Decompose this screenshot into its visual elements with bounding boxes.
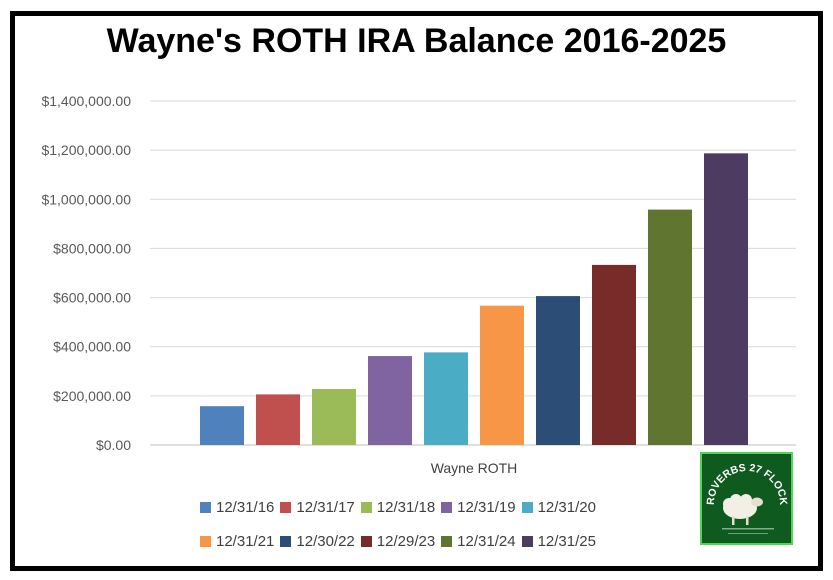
legend-row: 12/31/16 12/31/17 12/31/18 12/31/19 12/31/20 bbox=[200, 499, 602, 516]
legend-label: 12/31/18 bbox=[376, 499, 436, 516]
legend-item: 12/31/16 bbox=[200, 499, 274, 516]
legend-swatch bbox=[441, 536, 453, 547]
bar bbox=[200, 406, 244, 445]
y-tick-label: $800,000.00 bbox=[53, 240, 131, 256]
legend-item: 12/31/24 bbox=[441, 533, 516, 550]
legend-item: 12/31/25 bbox=[521, 533, 596, 550]
y-tick-label: $1,400,000.00 bbox=[41, 93, 131, 109]
legend-swatch bbox=[280, 502, 292, 513]
legend-swatch bbox=[200, 536, 211, 547]
sheep-icon: PROVERBS 27 FLOCKS bbox=[702, 454, 789, 534]
legend-label: 12/31/17 bbox=[296, 499, 355, 516]
legend-swatch bbox=[200, 502, 211, 513]
legend-item: 12/31/20 bbox=[521, 499, 596, 516]
legend-label: 12/31/25 bbox=[537, 533, 596, 550]
legend-item: 12/31/17 bbox=[280, 499, 355, 516]
legend-item: 12/29/23 bbox=[360, 533, 436, 550]
legend-item: 12/30/22 bbox=[280, 533, 355, 550]
legend-swatch bbox=[280, 536, 292, 547]
legend-item: 12/31/21 bbox=[200, 533, 274, 550]
bar bbox=[424, 352, 468, 445]
logo: PROVERBS 27 FLOCKS bbox=[700, 452, 793, 545]
y-tick-label: $0.00 bbox=[96, 437, 131, 453]
y-tick-label: $200,000.00 bbox=[53, 388, 131, 404]
legend-swatch bbox=[521, 536, 533, 547]
legend-swatch bbox=[360, 536, 372, 547]
chart-title: Wayne's ROTH IRA Balance 2016-2025 bbox=[106, 22, 727, 60]
legend-item: 12/31/18 bbox=[360, 499, 436, 516]
bar bbox=[704, 153, 748, 445]
legend-item: 12/31/19 bbox=[441, 499, 516, 516]
bar bbox=[648, 209, 692, 445]
legend-label: 12/31/16 bbox=[216, 499, 275, 516]
legend-label: 12/31/21 bbox=[216, 533, 275, 550]
bar bbox=[592, 264, 636, 445]
legend-swatch bbox=[360, 502, 372, 513]
legend-label: 12/31/20 bbox=[537, 499, 596, 516]
legend-label: 12/30/22 bbox=[296, 533, 355, 550]
bar bbox=[312, 388, 356, 445]
legend-label: 12/31/19 bbox=[457, 499, 516, 516]
y-tick-label: $600,000.00 bbox=[53, 290, 131, 306]
bar bbox=[256, 394, 300, 445]
legend-swatch bbox=[521, 502, 533, 513]
legend-label: 12/31/24 bbox=[457, 533, 516, 550]
y-tick-label: $1,000,000.00 bbox=[41, 191, 131, 207]
bar bbox=[368, 356, 412, 445]
legend-row: 12/31/21 12/30/22 12/29/23 12/31/24 12/31/25 bbox=[200, 533, 602, 550]
bar bbox=[480, 305, 524, 445]
y-tick-label: $400,000.00 bbox=[53, 339, 131, 355]
x-category-label: Wayne ROTH bbox=[431, 460, 518, 476]
bar bbox=[536, 296, 580, 445]
y-tick-label: $1,200,000.00 bbox=[41, 142, 131, 158]
legend-swatch bbox=[441, 502, 453, 513]
legend-label: 12/29/23 bbox=[376, 533, 436, 550]
